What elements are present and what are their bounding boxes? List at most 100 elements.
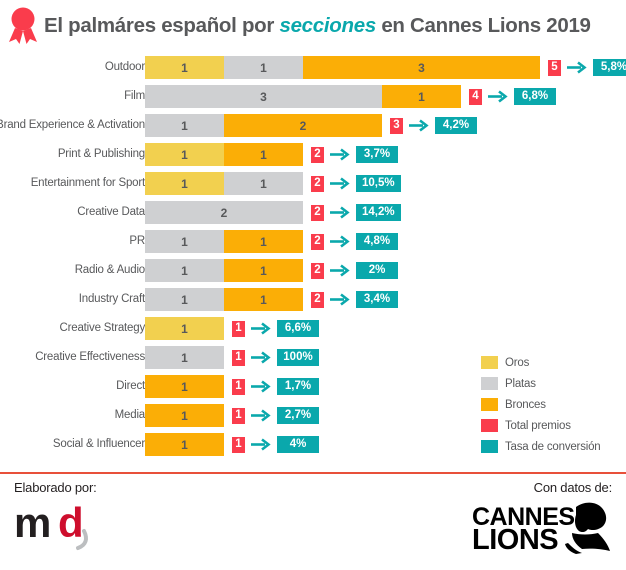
conversion-rate-badge: 14,2% [356, 204, 401, 221]
chart-row-summary: 1 6,6% [232, 317, 319, 340]
bar-segment-oro: 1 [145, 172, 224, 195]
chart-row: Direct 1 1 1,7% [0, 375, 626, 398]
legend-label: Platas [505, 377, 536, 390]
chart-row: Radio & Audio 1 1 2 2% [0, 259, 626, 282]
total-awards-badge: 2 [311, 233, 324, 250]
footer-left-caption: Elaborado por: [14, 480, 97, 495]
arrow-right-icon [567, 61, 587, 74]
legend-swatch-total [481, 419, 498, 432]
bar-segment-plata: 1 [145, 114, 224, 137]
bar-segment-bronce: 1 [382, 85, 461, 108]
conversion-rate-badge: 2,7% [277, 407, 319, 424]
legend-item: Oros [481, 352, 626, 373]
chart-row-label: Radio & Audio [74, 264, 145, 276]
chart-row: Outdoor 1 1 3 5 5,8% [0, 56, 626, 79]
chart-row-summary: 1 1,7% [232, 375, 319, 398]
chart-row-bars: 1 [145, 433, 224, 456]
legend-label: Bronces [505, 398, 546, 411]
conversion-rate-badge: 3,4% [356, 291, 398, 308]
chart-row: Entertainment for Sport 1 1 2 10,5% [0, 172, 626, 195]
legend-swatch-plata [481, 377, 498, 390]
stacked-bar-chart: Outdoor 1 1 3 5 5,8% Film 3 1 4 6,8% Brand Experien… [0, 56, 626, 464]
chart-row-bars: 1 [145, 317, 224, 340]
conversion-rate-badge: 5,8% [593, 59, 626, 76]
chart-row: Social & Influencer 1 1 4% [0, 433, 626, 456]
bar-segment-bronce: 1 [224, 259, 303, 282]
bar-segment-plata: 1 [145, 230, 224, 253]
page-title: El palmáres español por secciones en Can… [0, 0, 626, 52]
conversion-rate-badge: 4,2% [435, 117, 477, 134]
arrow-right-icon [409, 119, 429, 132]
total-awards-badge: 2 [311, 204, 324, 221]
chart-row: Film 3 1 4 6,8% [0, 85, 626, 108]
chart-row: Print & Publishing 1 1 2 3,7% [0, 143, 626, 166]
award-medal-icon [6, 6, 40, 46]
bar-segment-plata: 1 [145, 346, 224, 369]
chart-row-label: Brand Experience & Activation [0, 119, 145, 131]
cannes-lions-logo: CANNES LIONS [472, 499, 612, 562]
bar-segment-bronce: 1 [145, 375, 224, 398]
chart-row-label: PR [129, 235, 145, 247]
bar-segment-plata: 1 [145, 259, 224, 282]
svg-text:m: m [14, 501, 51, 546]
bar-segment-plata: 1 [145, 288, 224, 311]
total-awards-badge: 1 [232, 378, 245, 395]
total-awards-badge: 1 [232, 349, 245, 366]
bar-segment-oro: 1 [145, 56, 224, 79]
chart-row-summary: 1 100% [232, 346, 319, 369]
total-awards-badge: 2 [311, 146, 324, 163]
chart-row-bars: 1 [145, 346, 224, 369]
chart-row-summary: 3 4,2% [390, 114, 477, 137]
title-part-2: en Cannes Lions 2019 [375, 14, 591, 37]
legend-label: Total premios [505, 419, 571, 432]
svg-text:d: d [58, 501, 84, 546]
conversion-rate-badge: 100% [277, 349, 319, 366]
chart-row-summary: 2 14,2% [311, 201, 401, 224]
legend-label: Tasa de conversión [505, 440, 601, 453]
chart-row: PR 1 1 2 4,8% [0, 230, 626, 253]
bar-segment-bronce: 2 [224, 114, 382, 137]
conversion-rate-badge: 4% [277, 436, 319, 453]
legend-item: Platas [481, 373, 626, 394]
chart-row: Creative Data 2 2 14,2% [0, 201, 626, 224]
chart-row-label: Creative Effectiveness [35, 351, 145, 363]
bar-segment-oro: 1 [145, 143, 224, 166]
legend-item: Bronces [481, 394, 626, 415]
bar-segment-bronce: 3 [303, 56, 540, 79]
chart-row: Media 1 1 2,7% [0, 404, 626, 427]
footer-divider [0, 472, 626, 474]
cannes-logo-line2: LIONS [472, 524, 558, 556]
bar-segment-bronce: 1 [224, 288, 303, 311]
footer-right-caption: Con datos de: [533, 480, 613, 495]
chart-row-bars: 2 [145, 201, 303, 224]
chart-row-label: Film [124, 90, 145, 102]
bar-segment-bronce: 1 [145, 404, 224, 427]
chart-row-label: Media [114, 409, 146, 421]
page-title-text: El palmáres español por secciones en Can… [44, 14, 591, 38]
arrow-right-icon [251, 409, 271, 422]
total-awards-badge: 5 [548, 59, 561, 76]
chart-row-label: Direct [116, 380, 145, 392]
chart-row-summary: 2 3,7% [311, 143, 398, 166]
bar-segment-bronce: 1 [224, 230, 303, 253]
conversion-rate-badge: 10,5% [356, 175, 401, 192]
chart-row-label: Creative Strategy [59, 322, 146, 334]
arrow-right-icon [330, 206, 350, 219]
cannes-logo-line1: CANNES [472, 503, 575, 531]
total-awards-badge: 3 [390, 117, 403, 134]
arrow-right-icon [251, 351, 271, 364]
chart-row-summary: 1 2,7% [232, 404, 319, 427]
chart-row-summary: 1 4% [232, 433, 319, 456]
arrow-right-icon [330, 148, 350, 161]
chart-row-summary: 2 4,8% [311, 230, 398, 253]
bar-segment-bronce: 1 [224, 143, 303, 166]
arrow-right-icon [251, 438, 271, 451]
total-awards-badge: 2 [311, 175, 324, 192]
bar-segment-plata: 1 [224, 56, 303, 79]
conversion-rate-badge: 2% [356, 262, 398, 279]
